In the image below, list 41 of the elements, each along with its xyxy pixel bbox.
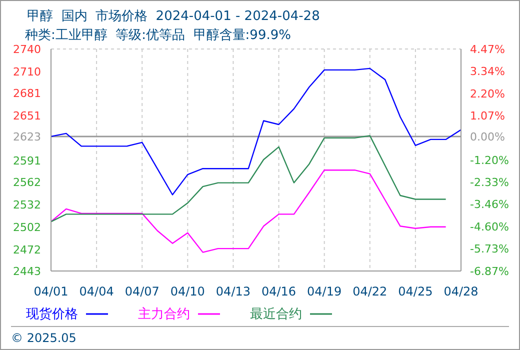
y2-tick-label: -5.73%: [470, 242, 509, 256]
y2-tick-label: -1.20%: [470, 154, 509, 167]
y-tick-label: 2681: [13, 87, 41, 100]
legend-label: 现货价格: [26, 306, 79, 323]
y-tick-label: 2623: [13, 130, 41, 144]
y-tick-label: 2710: [13, 65, 41, 78]
line-series: [51, 135, 446, 222]
y2-tick-label: 0.00%: [470, 130, 505, 144]
x-tick-label: 04/13: [216, 284, 251, 299]
y2-tick-label: 2.20%: [470, 87, 505, 100]
y2-tick-label: -6.87%: [470, 265, 509, 278]
y-tick-label: 2651: [13, 110, 41, 123]
x-tick-label: 04/04: [79, 284, 114, 299]
x-tick-label: 04/07: [124, 284, 160, 299]
y2-tick-label: 1.07%: [470, 110, 505, 123]
y-tick-label: 2532: [13, 198, 41, 212]
y2-tick-label: 4.47%: [470, 43, 505, 56]
text: © 2025.05: [11, 331, 76, 345]
y2-tick-label: 3.34%: [470, 65, 505, 78]
y2-tick-label: -4.60%: [470, 220, 509, 234]
legend-label: 主力合约: [138, 306, 191, 323]
x-tick-label: 04/25: [398, 284, 433, 299]
line-series: [51, 68, 461, 196]
y-tick-label: 2502: [13, 220, 41, 234]
x-tick-label: 04/01: [34, 284, 68, 299]
y-tick-label: 2562: [13, 176, 41, 190]
y2-tick-label: -2.33%: [470, 176, 509, 190]
x-tick-label: 04/19: [307, 284, 342, 299]
y-tick-label: 2591: [13, 154, 41, 168]
x-tick-label: 04/10: [170, 284, 205, 299]
chart-subtitle: 种类:工业甲醇 等级:优等品 甲醇含量:99.9%: [25, 27, 291, 44]
legend-label: 最近合约: [250, 306, 303, 323]
x-tick-label: 04/16: [261, 284, 296, 299]
y-tick-label: 2740: [13, 43, 41, 56]
x-tick-label: 04/28: [444, 284, 478, 299]
x-tick-label: 04/22: [352, 284, 388, 299]
line-series: [51, 169, 446, 253]
y-tick-label: 2443: [13, 265, 41, 278]
chart-title: 甲醇 国内 市场价格 2024-04-01 - 2024-04-28: [27, 8, 320, 25]
y-tick-label: 2472: [13, 243, 41, 256]
y2-tick-label: -3.46%: [470, 198, 509, 212]
